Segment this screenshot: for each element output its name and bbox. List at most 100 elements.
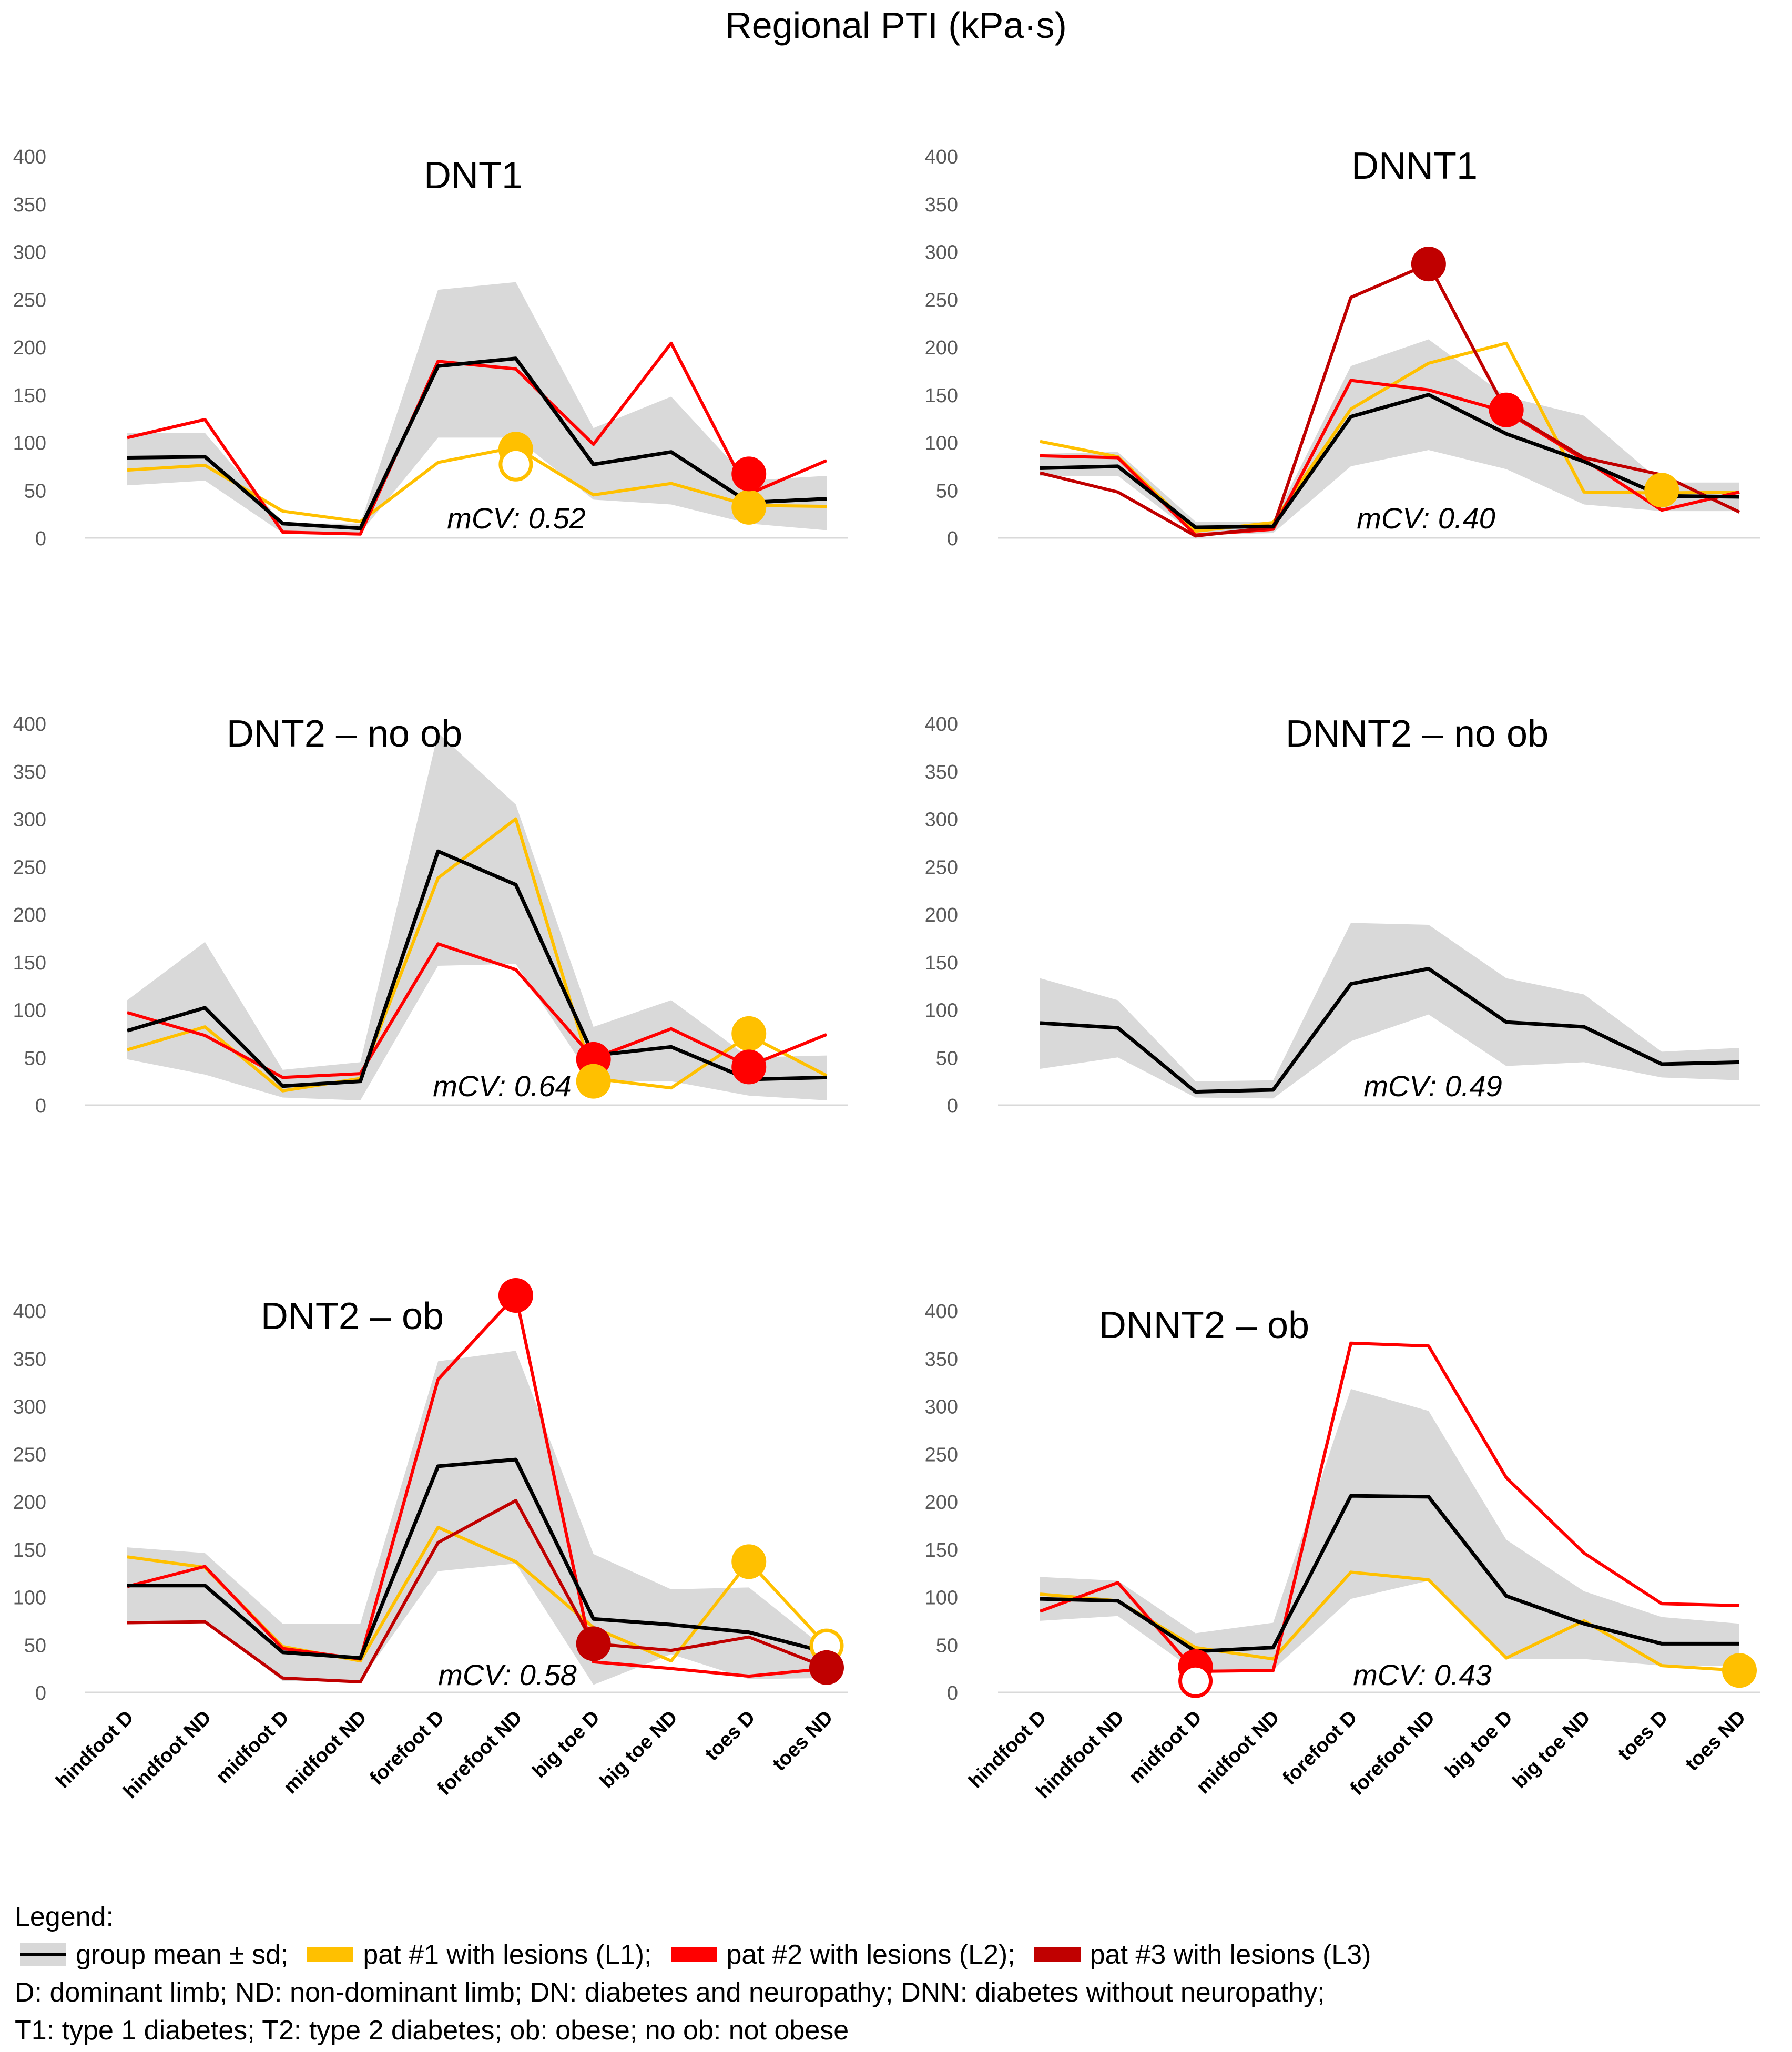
x-tick-label: midfoot ND bbox=[279, 1707, 371, 1798]
y-tick-label: 400 bbox=[925, 713, 958, 736]
chart-panel-2: 0 50 100 150 200 250 300 350 400 DNNT1 mCV: 0.40 bbox=[925, 145, 1760, 550]
y-tick-label: 200 bbox=[925, 337, 958, 359]
y-tick-label: 0 bbox=[947, 1682, 958, 1704]
y-tick-label: 0 bbox=[947, 1095, 958, 1117]
y-tick-label: 350 bbox=[13, 194, 46, 216]
y-tick-label: 400 bbox=[925, 146, 958, 168]
x-tick-label: hindfoot D bbox=[964, 1707, 1051, 1793]
legend-item-l2: pat #2 with lesions (L2); bbox=[666, 1936, 1015, 1974]
chart-panel-3: 0 50 100 150 200 250 300 350 400 DNT2 – no ob mCV:… bbox=[13, 713, 848, 1117]
legend-items: group mean ± sd; pat #1 with lesions (L1… bbox=[15, 1936, 1781, 1974]
y-tick-label: 350 bbox=[925, 761, 958, 783]
y-tick-label: 100 bbox=[13, 433, 46, 455]
y-tick-label: 400 bbox=[13, 1301, 46, 1323]
series-line-mean bbox=[1040, 1494, 1739, 1653]
legend-item-l3: pat #3 with lesions (L3) bbox=[1029, 1936, 1371, 1974]
x-tick-label: toes ND bbox=[1681, 1707, 1750, 1775]
lesion-marker-l1 bbox=[498, 447, 533, 482]
y-tick-label: 150 bbox=[925, 1539, 958, 1561]
lesion-marker-l1 bbox=[1722, 1653, 1757, 1688]
lesion-marker-l2 bbox=[1489, 392, 1524, 427]
y-tick-label: 250 bbox=[13, 1444, 46, 1466]
lesion-marker-l3 bbox=[576, 1626, 611, 1661]
y-tick-label: 0 bbox=[35, 528, 46, 550]
y-tick-label: 400 bbox=[925, 1301, 958, 1323]
lesion-marker-l2 bbox=[498, 1278, 533, 1313]
sd-band bbox=[127, 1351, 827, 1685]
y-tick-label: 350 bbox=[13, 1349, 46, 1371]
series-line-mean bbox=[1040, 966, 1740, 1094]
y-tick-label: 200 bbox=[925, 904, 958, 926]
legend-heading: Legend: bbox=[15, 1902, 114, 1932]
legend: Legend: group mean ± sd; pat #1 with les… bbox=[15, 1898, 1781, 2049]
legend-item-l1: pat #1 with lesions (L1); bbox=[302, 1936, 652, 1974]
x-tick-label: big toe ND bbox=[596, 1707, 682, 1793]
y-tick-label: 300 bbox=[13, 809, 46, 831]
y-tick-label: 350 bbox=[925, 194, 958, 216]
sd-band bbox=[127, 282, 827, 533]
y-tick-label: 100 bbox=[13, 1000, 46, 1022]
y-tick-label: 0 bbox=[947, 528, 958, 550]
y-tick-label: 250 bbox=[925, 1444, 958, 1466]
sd-band bbox=[127, 733, 827, 1100]
x-tick-label: big toe D bbox=[528, 1707, 604, 1783]
y-tick-label: 250 bbox=[925, 289, 958, 311]
x-tick-label: forefoot D bbox=[365, 1707, 449, 1790]
y-tick-label: 150 bbox=[13, 385, 46, 407]
mcv-annotation: mCV: 0.58 bbox=[438, 1658, 577, 1691]
legend-swatch-l1 bbox=[307, 1947, 354, 1962]
y-tick-label: 100 bbox=[925, 1587, 958, 1609]
y-tick-label: 50 bbox=[936, 1047, 958, 1069]
panel-title: DNNT2 – no ob bbox=[1286, 713, 1549, 755]
panel-title: DNNT2 – ob bbox=[1099, 1304, 1309, 1346]
x-tick-label: big toe ND bbox=[1509, 1707, 1595, 1793]
chart-panel-1: 0 50 100 150 200 250 300 350 400 DNT1 mCV: 0.52 bbox=[13, 146, 848, 550]
legend-swatch-l2 bbox=[670, 1947, 717, 1962]
chart-panels: 0 50 100 150 200 250 300 350 400 DNT1 mCV: 0.52 0 50… bbox=[13, 145, 1760, 1803]
y-tick-label: 300 bbox=[925, 809, 958, 831]
y-tick-label: 50 bbox=[936, 1635, 958, 1657]
legend-swatch-l3 bbox=[1034, 1947, 1081, 1962]
y-tick-label: 200 bbox=[13, 337, 46, 359]
series-line-l2 bbox=[127, 1293, 827, 1678]
series-line-l3 bbox=[127, 1499, 828, 1684]
mcv-annotation: mCV: 0.49 bbox=[1363, 1069, 1502, 1102]
x-tick-label: big toe D bbox=[1441, 1707, 1517, 1783]
y-tick-label: 250 bbox=[13, 289, 46, 311]
series-line-mean bbox=[1040, 393, 1740, 529]
legend-label-l2: pat #2 with lesions (L2); bbox=[726, 1939, 1015, 1970]
series-line-mean bbox=[127, 1457, 827, 1660]
y-tick-label: 400 bbox=[13, 713, 46, 736]
mcv-annotation: mCV: 0.43 bbox=[1353, 1658, 1492, 1691]
lesion-marker-l1 bbox=[731, 1544, 767, 1579]
legend-item-mean: group mean ± sd; bbox=[15, 1936, 288, 1974]
lesion-marker-l3 bbox=[1411, 247, 1446, 282]
y-tick-label: 400 bbox=[13, 146, 46, 168]
x-tick-label: toes D bbox=[701, 1707, 760, 1765]
y-tick-label: 50 bbox=[24, 1047, 46, 1069]
legend-swatch-mean-band bbox=[20, 1943, 66, 1966]
y-tick-label: 300 bbox=[13, 242, 46, 264]
y-tick-label: 200 bbox=[13, 1492, 46, 1514]
mcv-annotation: mCV: 0.52 bbox=[447, 502, 586, 535]
sd-band bbox=[1040, 923, 1739, 1099]
lesion-marker-l1 bbox=[576, 1064, 611, 1099]
panel-title: DNNT1 bbox=[1351, 145, 1478, 187]
y-tick-label: 200 bbox=[13, 904, 46, 926]
y-tick-label: 300 bbox=[925, 1396, 958, 1418]
y-tick-label: 50 bbox=[24, 1635, 46, 1657]
y-tick-label: 200 bbox=[925, 1492, 958, 1514]
panel-title: DNT2 – ob bbox=[261, 1295, 444, 1338]
mcv-annotation: mCV: 0.64 bbox=[433, 1069, 572, 1102]
sd-band bbox=[1040, 339, 1739, 535]
x-tick-label: midfoot D bbox=[1125, 1707, 1206, 1788]
x-tick-label: toes D bbox=[1614, 1707, 1673, 1765]
figure-title: Regional PTI (kPa·s) bbox=[725, 5, 1067, 46]
lesion-marker-l1 bbox=[731, 489, 767, 525]
chart-panel-4: 0 50 100 150 200 250 300 350 400 DNNT2 – no ob mCV… bbox=[925, 713, 1760, 1117]
y-tick-label: 0 bbox=[35, 1682, 46, 1704]
x-tick-label: midfoot ND bbox=[1192, 1707, 1284, 1798]
